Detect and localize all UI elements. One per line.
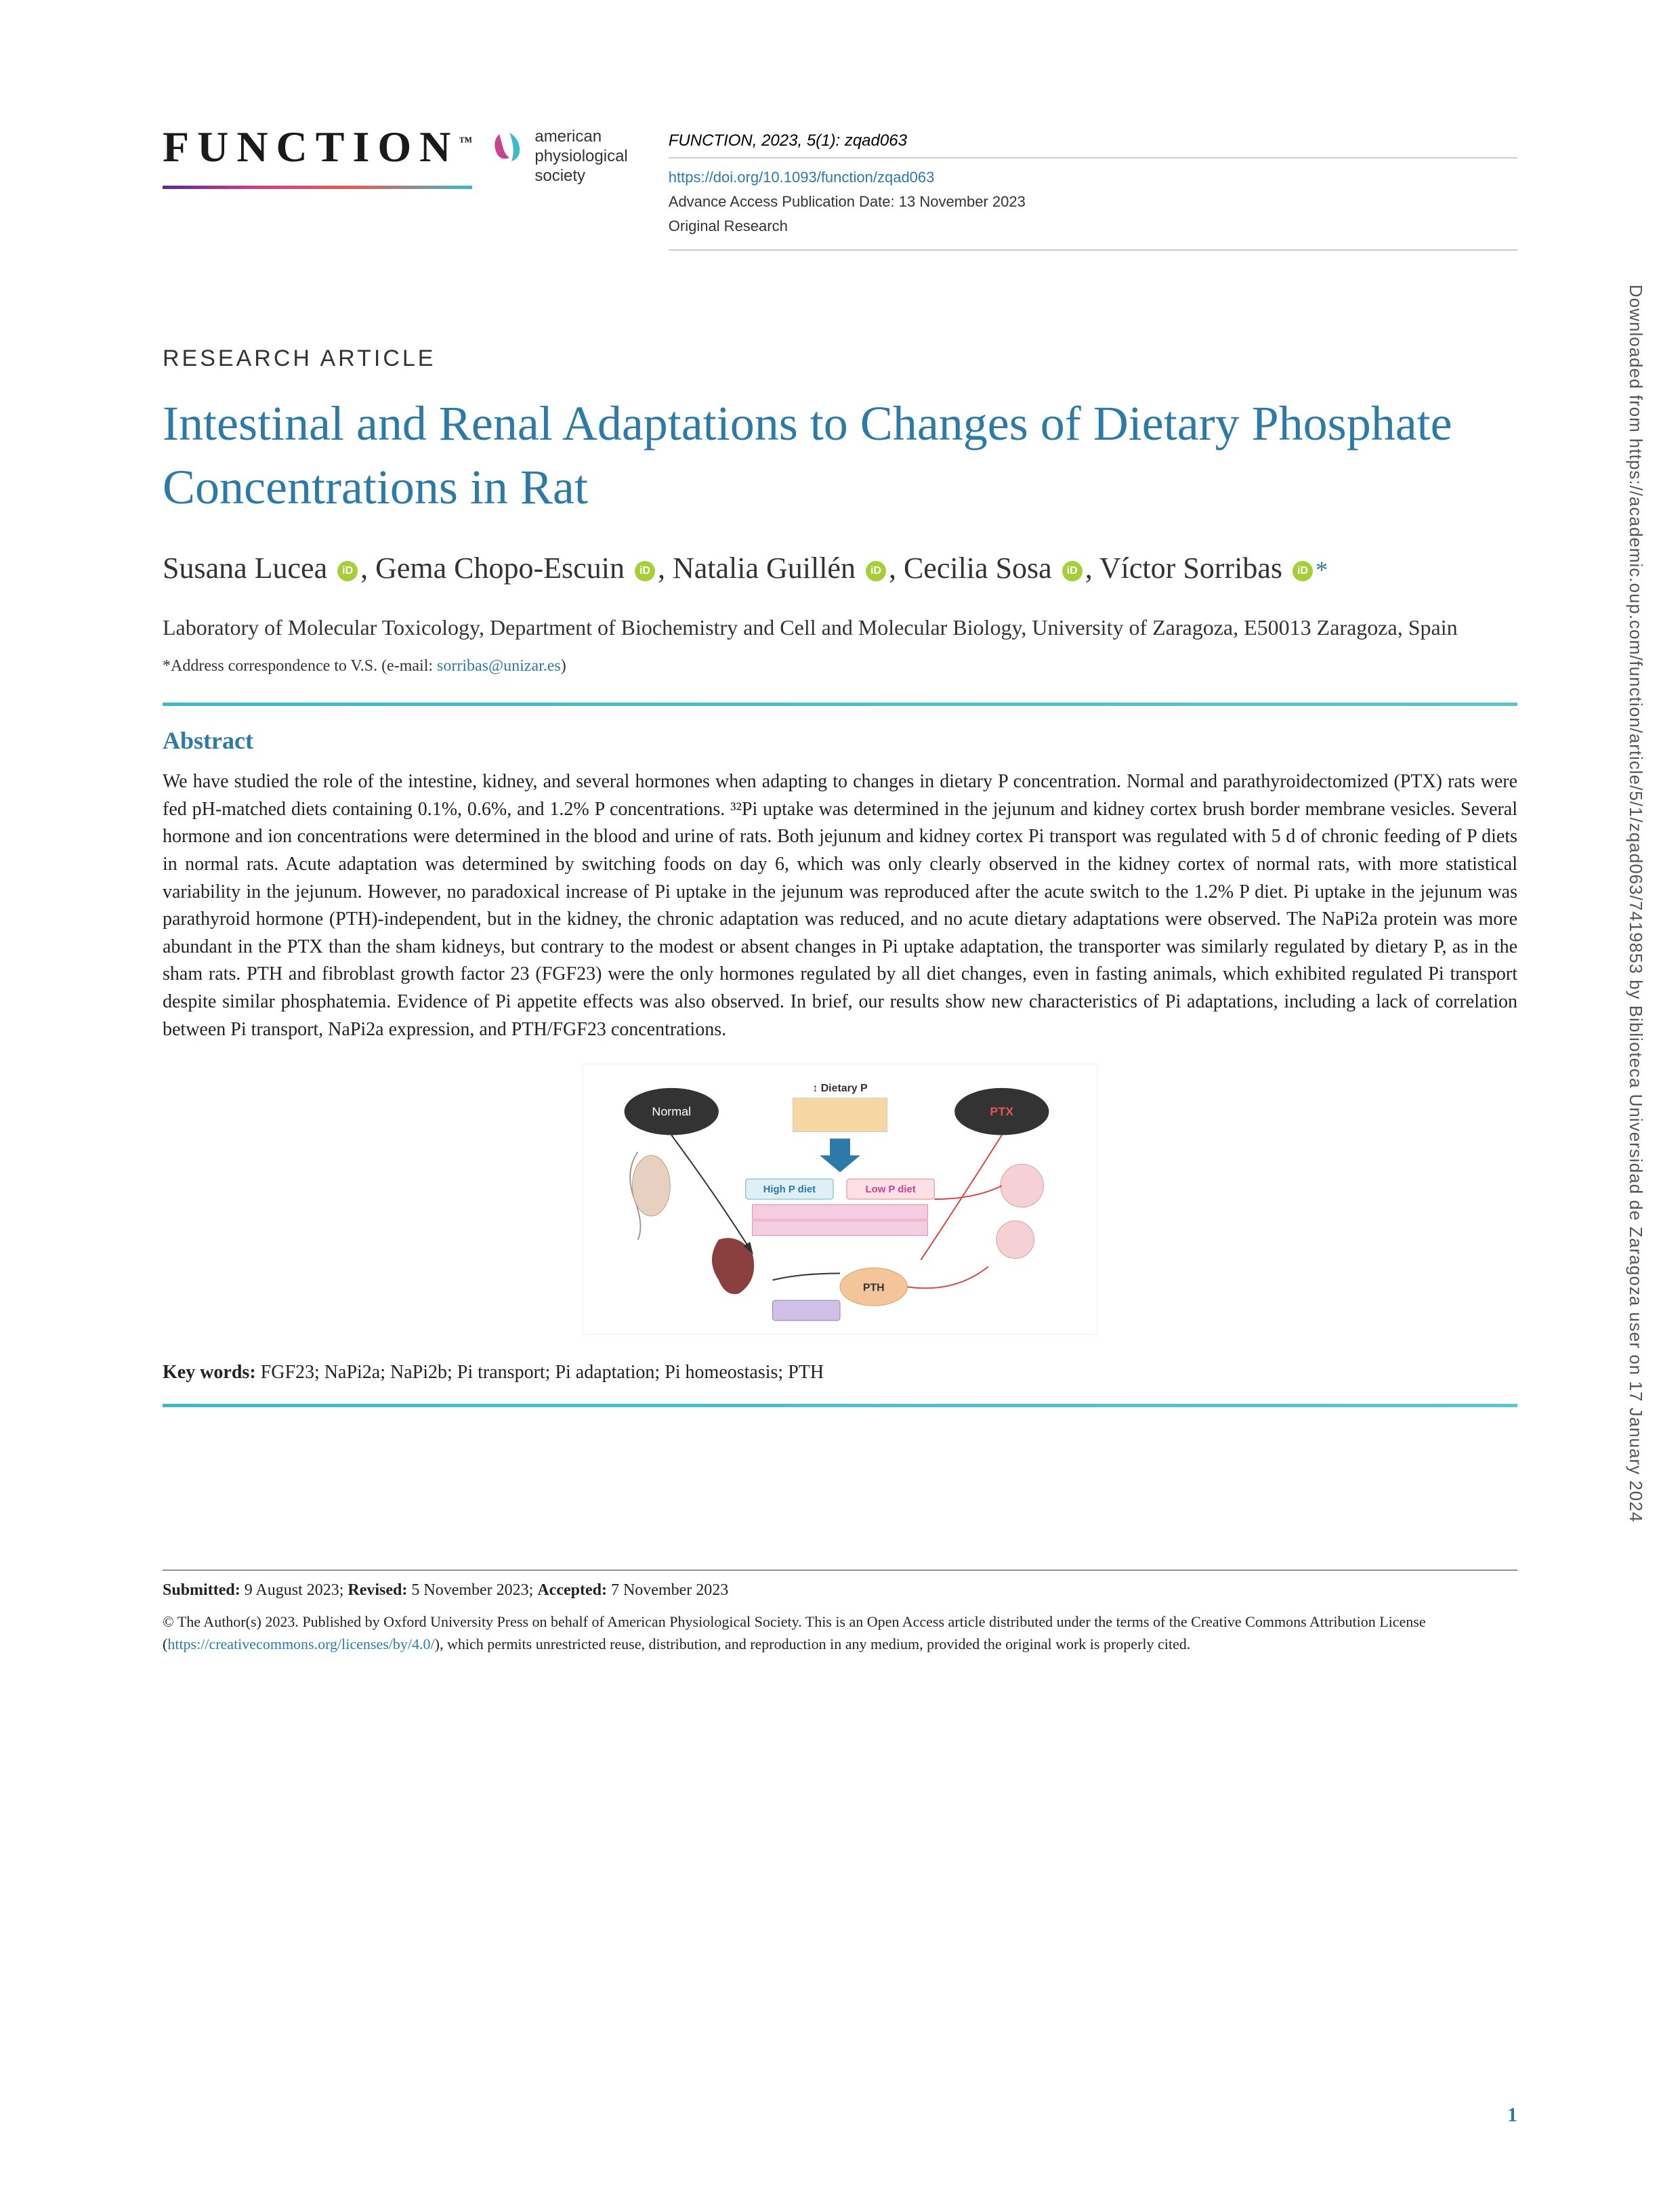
- article-title: Intestinal and Renal Adaptations to Chan…: [163, 392, 1517, 519]
- submitted-label: Submitted:: [163, 1581, 240, 1599]
- gradient-line: [163, 186, 472, 189]
- aps-logo-icon: [486, 127, 526, 168]
- ga-dietary-label: ↕ Dietary P: [812, 1083, 868, 1094]
- submitted-date: 9 August 2023;: [240, 1581, 348, 1599]
- function-logo-container: FUNCTION™: [163, 122, 472, 189]
- divider-blue: [163, 703, 1517, 706]
- function-logo: FUNCTION™: [163, 122, 472, 180]
- correspondence: *Address correspondence to V.S. (e-mail:…: [163, 657, 1517, 675]
- ga-lowp-label: Low P diet: [865, 1184, 915, 1195]
- author-2: Gema Chopo-Escuin: [375, 551, 625, 585]
- author-4: Cecilia Sosa: [904, 551, 1052, 585]
- ga-normal-label: Normal: [652, 1105, 691, 1119]
- author-5: Víctor Sorribas: [1099, 551, 1282, 585]
- ga-highp-label: High P diet: [763, 1184, 816, 1195]
- download-attribution: Downloaded from https://academic.oup.com…: [1625, 285, 1646, 1522]
- corresponding-marker: *: [1316, 556, 1328, 583]
- orcid-icon[interactable]: [1293, 561, 1313, 581]
- page-number: 1: [1507, 2104, 1517, 2127]
- cc-link[interactable]: https://creativecommons.org/licenses/by/…: [167, 1636, 434, 1652]
- copyright-suffix: ), which permits unrestricted reuse, dis…: [435, 1636, 1191, 1652]
- ga-ptx-label: PTX: [990, 1105, 1013, 1119]
- keywords-list: FGF23; NaPi2a; NaPi2b; Pi transport; Pi …: [256, 1362, 824, 1383]
- copyright: © The Author(s) 2023. Published by Oxfor…: [163, 1610, 1517, 1655]
- citation-line: FUNCTION, 2023, 5(1): zqad063: [669, 129, 1517, 153]
- graphical-abstract: Normal PTX ↕ Dietary P High P diet Low P…: [583, 1064, 1097, 1335]
- doi-link[interactable]: https://doi.org/10.1093/function/zqad063: [669, 169, 935, 186]
- logo-block: FUNCTION™ american physiological society: [163, 122, 628, 189]
- accepted-label: Accepted:: [537, 1581, 607, 1599]
- orcid-icon[interactable]: [866, 561, 886, 581]
- abstract-text: We have studied the role of the intestin…: [163, 768, 1517, 1043]
- divider-blue-bottom: [163, 1404, 1517, 1407]
- author-1: Susana Lucea: [163, 551, 327, 585]
- article-type: RESEARCH ARTICLE: [163, 346, 1517, 372]
- access-date: Advance Access Publication Date: 13 Nove…: [669, 193, 1026, 210]
- orcid-icon[interactable]: [635, 561, 655, 581]
- orcid-icon[interactable]: [1062, 561, 1083, 581]
- correspondence-prefix: *Address correspondence to V.S. (e-mail:: [163, 657, 437, 675]
- aps-block: american physiological society: [486, 127, 627, 186]
- accepted-date: 7 November 2023: [607, 1581, 728, 1599]
- research-type: Original Research: [669, 217, 788, 234]
- footer-section: Submitted: 9 August 2023; Revised: 5 Nov…: [163, 1570, 1517, 1655]
- authors-list: Susana Lucea , Gema Chopo-Escuin , Natal…: [163, 546, 1517, 591]
- correspondence-email[interactable]: sorribas@unizar.es: [437, 657, 561, 675]
- correspondence-suffix: ): [561, 657, 566, 675]
- affiliation: Laboratory of Molecular Toxicology, Depa…: [163, 611, 1517, 644]
- orcid-icon[interactable]: [337, 561, 358, 581]
- submission-dates: Submitted: 9 August 2023; Revised: 5 Nov…: [163, 1581, 1517, 1600]
- keywords-label: Key words:: [163, 1362, 256, 1383]
- abstract-heading: Abstract: [163, 726, 1517, 755]
- citation-block: FUNCTION, 2023, 5(1): zqad063 https://do…: [669, 129, 1517, 251]
- keywords: Key words: FGF23; NaPi2a; NaPi2b; Pi tra…: [163, 1362, 1517, 1383]
- revised-date: 5 November 2023;: [407, 1581, 537, 1599]
- logo-text: FUNCTION: [163, 123, 459, 171]
- ga-pth-label: PTH: [863, 1282, 885, 1293]
- logo-tm: ™: [459, 135, 472, 150]
- aps-text: american physiological society: [534, 127, 627, 186]
- header-row: FUNCTION™ american physiological society…: [163, 122, 1517, 251]
- citation-details: https://doi.org/10.1093/function/zqad063…: [669, 157, 1517, 238]
- citation-text: FUNCTION, 2023, 5(1): zqad063: [669, 131, 907, 150]
- author-3: Natalia Guillén: [673, 551, 856, 585]
- revised-label: Revised:: [348, 1581, 407, 1599]
